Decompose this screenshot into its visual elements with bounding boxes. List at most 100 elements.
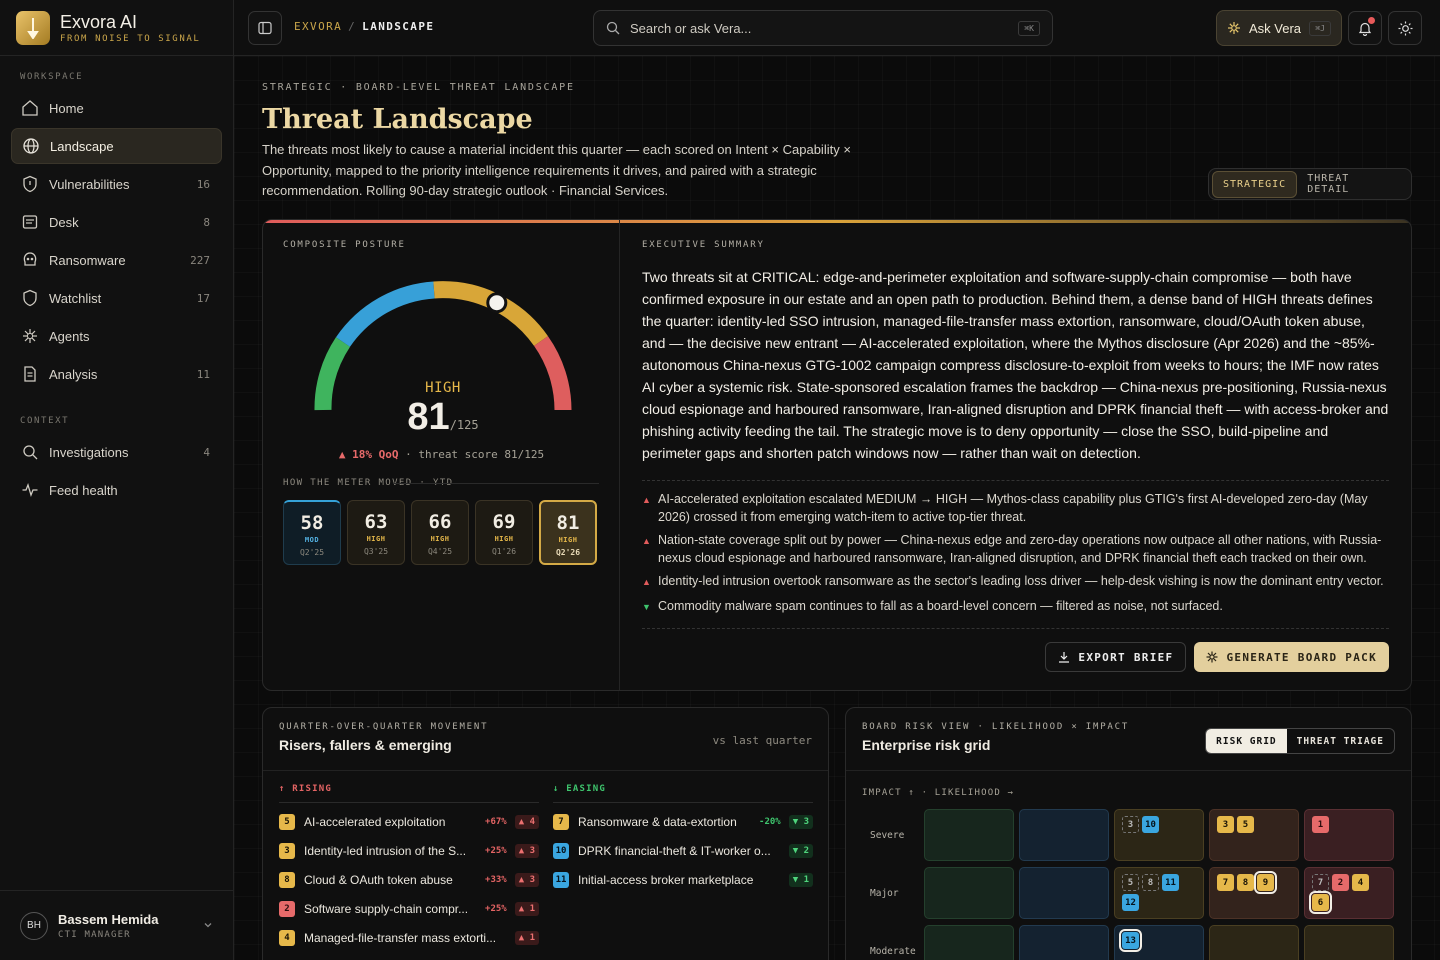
sidebar-toggle-button[interactable] — [248, 11, 282, 45]
sidebar-item-vulnerabilities[interactable]: Vulnerabilities 16 — [11, 166, 222, 202]
tab-risk-grid[interactable]: RISK GRID — [1206, 729, 1287, 753]
risk-grid-cell[interactable]: 13 — [1114, 925, 1204, 960]
movement-row[interactable]: 2 Software supply-chain compr... +25% ▲ 1 — [279, 894, 539, 923]
threat-marker[interactable]: 12 — [1122, 894, 1139, 911]
risk-grid-cell[interactable] — [1019, 867, 1109, 919]
threat-marker[interactable]: 11 — [1162, 874, 1179, 891]
movement-row[interactable]: 7 Ransomware & data-extortion -20% ▼ 3 — [553, 807, 813, 836]
threat-marker[interactable]: 7 — [1217, 874, 1234, 891]
threat-marker[interactable]: 7 — [1312, 874, 1329, 891]
sidebar-item-label: Watchlist — [49, 290, 102, 306]
meter-score: 66 — [428, 511, 452, 533]
movement-row[interactable]: 5 AI-accelerated exploitation +67% ▲ 4 — [279, 807, 539, 836]
threat-marker[interactable]: 3 — [1217, 816, 1234, 833]
sidebar-item-desk[interactable]: Desk 8 — [11, 204, 222, 240]
risk-grid-cell[interactable]: 5 8 11 12 — [1114, 867, 1204, 919]
breadcrumb-root[interactable]: EXVORA — [294, 20, 343, 33]
executive-summary-label: EXECUTIVE SUMMARY — [642, 240, 765, 250]
impact-label: Major — [870, 887, 899, 899]
meter-quarter-box[interactable]: 66 HIGH Q4'25 — [411, 500, 469, 565]
tab-threat-triage[interactable]: THREAT TRIAGE — [1296, 735, 1384, 747]
rank-change-chip: ▼ 1 — [788, 872, 813, 887]
meter-history-label: HOW THE METER MOVED · YTD — [283, 478, 454, 488]
generate-board-pack-button[interactable]: GENERATE BOARD PACK — [1194, 642, 1389, 672]
sidebar-item-landscape[interactable]: Landscape — [11, 128, 222, 164]
executive-summary-text: Two threats sit at CRITICAL: edge-and-pe… — [642, 269, 1389, 461]
movement-row[interactable]: 4 Managed-file-transfer mass extorti... ▲ … — [279, 923, 539, 952]
search-input[interactable]: Search or ask Vera... ⌘K — [593, 10, 1053, 46]
risk-grid-axis-label: IMPACT ↑ · LIKELIHOOD → — [862, 788, 1015, 798]
threat-marker[interactable]: 5 — [1122, 874, 1139, 891]
meter-quarter-box[interactable]: 81 HIGH Q2'26 — [539, 500, 597, 565]
risk-view-tabs: RISK GRID THREAT TRIAGE — [1205, 728, 1395, 754]
gauge-needle-marker — [486, 292, 508, 314]
rank-change-chip: ▲ 1 — [514, 901, 539, 916]
threat-marker[interactable]: 4 — [1352, 874, 1369, 891]
arrow-down-icon: ↓ — [553, 784, 567, 794]
meter-divider — [393, 483, 599, 484]
theme-toggle-button[interactable] — [1388, 11, 1422, 45]
sidebar-item-feed-health[interactable]: Feed health — [11, 472, 222, 508]
risk-grid-cell[interactable]: 1 — [1304, 809, 1394, 861]
meter-score: 69 — [492, 511, 516, 533]
breadcrumb-current: LANDSCAPE — [362, 20, 435, 33]
threat-marker[interactable]: 1 — [1312, 816, 1329, 833]
ask-vera-button[interactable]: Ask Vera ⌘J — [1216, 10, 1342, 46]
notifications-button[interactable] — [1348, 11, 1382, 45]
meter-quarter-box[interactable]: 69 HIGH Q1'26 — [475, 500, 533, 565]
movement-label: QUARTER-OVER-QUARTER MOVEMENT — [279, 722, 489, 732]
movement-card-header: QUARTER-OVER-QUARTER MOVEMENT Risers, fa… — [263, 708, 828, 771]
brand[interactable]: Exvora AI FROM NOISE TO SIGNAL — [0, 0, 233, 56]
summary-divider — [642, 480, 1389, 481]
risk-grid-cell[interactable] — [1209, 925, 1299, 960]
view-toggle-threat-detail[interactable]: THREAT DETAIL — [1307, 173, 1350, 195]
sidebar-item-agents[interactable]: Agents — [11, 318, 222, 354]
meter-quarter-box[interactable]: 63 HIGH Q3'25 — [347, 500, 405, 565]
sidebar-item-watchlist[interactable]: Watchlist 17 — [11, 280, 222, 316]
risk-grid-cell[interactable] — [1019, 925, 1109, 960]
triangle-up-icon: ▲ — [642, 495, 651, 505]
movement-row[interactable]: 11 Initial-access broker marketplace ▼ 1 — [553, 865, 813, 894]
movement-row[interactable]: 10 DPRK financial-theft & IT-worker o... ▼… — [553, 836, 813, 865]
meter-level: MOD — [304, 536, 320, 544]
threat-marker[interactable]: 9 — [1254, 871, 1277, 894]
threat-marker[interactable]: 5 — [1237, 816, 1254, 833]
movement-row[interactable]: 8 Cloud & OAuth token abuse +33% ▲ 3 — [279, 865, 539, 894]
risk-grid-cell[interactable]: 3 10 — [1114, 809, 1204, 861]
user-menu[interactable]: BH Bassem Hemida CTI MANAGER — [0, 890, 233, 960]
movement-row[interactable]: 3 Identity-led intrusion of the S... +25% ▲… — [279, 836, 539, 865]
view-toggle-strategic[interactable]: STRATEGIC — [1212, 170, 1298, 198]
page-description: The threats most likely to cause a mater… — [262, 142, 851, 198]
meter-quarter: Q2'25 — [299, 548, 325, 557]
threat-marker[interactable]: 6 — [1309, 891, 1332, 914]
gauge-arc-critical — [533, 336, 572, 411]
meter-score: 63 — [364, 511, 388, 533]
posture-score: 81/125 — [303, 396, 583, 439]
meter-quarter-box[interactable]: 58 MOD Q2'25 — [283, 500, 341, 565]
threat-marker[interactable]: 8 — [1142, 874, 1159, 891]
pulse-icon — [21, 481, 39, 499]
sidebar-item-home[interactable]: Home — [11, 90, 222, 126]
export-brief-button[interactable]: EXPORT BRIEF — [1045, 642, 1187, 672]
risk-grid-cell[interactable] — [1304, 925, 1394, 960]
sidebar-item-ransomware[interactable]: Ransomware 227 — [11, 242, 222, 278]
sidebar-item-analysis[interactable]: Analysis 11 — [11, 356, 222, 392]
risk-grid-cell[interactable] — [924, 809, 1014, 861]
sidebar-item-investigations[interactable]: Investigations 4 — [11, 434, 222, 470]
summary-bullet: ▲ Identity-led intrusion overtook ransomw… — [642, 573, 1389, 592]
threat-id-badge: 8 — [279, 871, 295, 888]
movement-title: Risers, fallers & emerging — [279, 737, 452, 753]
threat-marker[interactable]: 2 — [1332, 874, 1349, 891]
threat-marker[interactable]: 8 — [1237, 874, 1254, 891]
chevron-down-icon[interactable] — [203, 918, 213, 933]
risk-grid-cell[interactable] — [924, 925, 1014, 960]
threat-gauge: HIGH 81/125 — [303, 270, 583, 460]
threat-marker[interactable]: 3 — [1122, 816, 1139, 833]
threat-marker[interactable]: 13 — [1119, 929, 1142, 952]
threat-marker[interactable]: 10 — [1142, 816, 1159, 833]
risk-grid-cell[interactable] — [1019, 809, 1109, 861]
risk-grid-cell[interactable] — [924, 867, 1014, 919]
